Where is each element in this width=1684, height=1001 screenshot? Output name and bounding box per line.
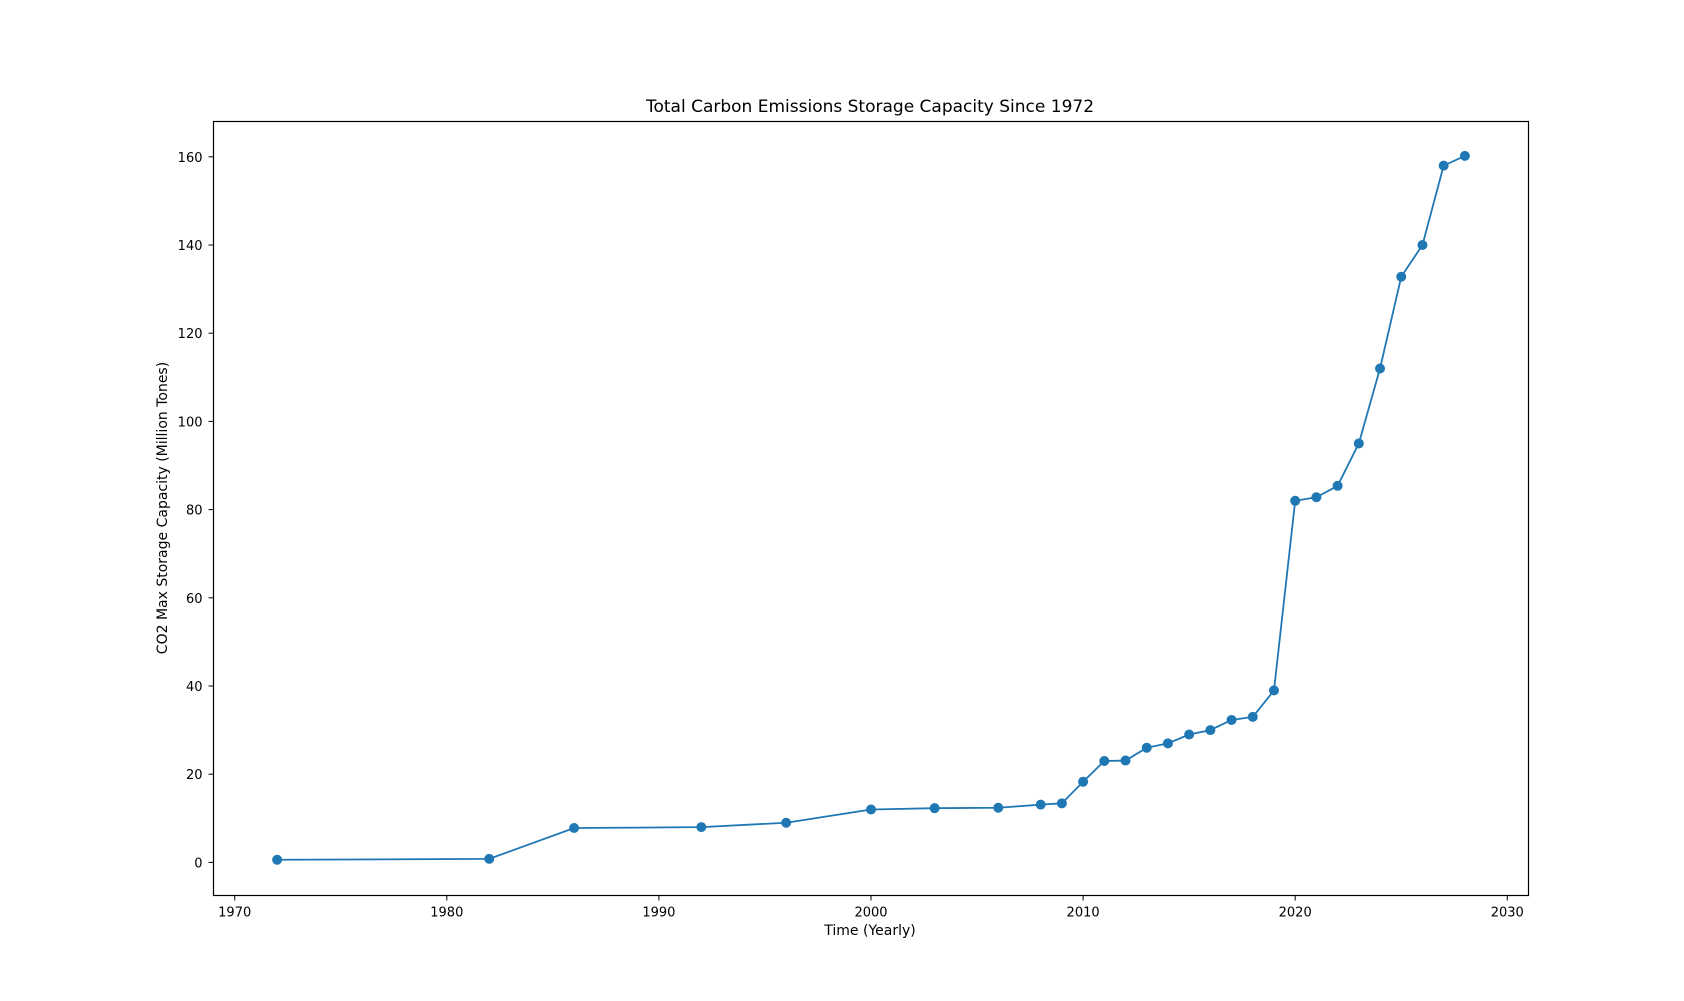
data-point: [1035, 799, 1046, 810]
y-tick-label: 120: [178, 327, 203, 342]
data-point: [569, 823, 580, 834]
x-tick-label: 2020: [1279, 906, 1312, 921]
data-point: [1332, 480, 1343, 491]
plot-area: [272, 150, 1470, 865]
data-point: [1268, 685, 1279, 696]
y-tick-label: 140: [178, 239, 203, 254]
y-tick-label: 60: [186, 592, 203, 607]
data-point: [484, 853, 495, 864]
y-tick-label: 160: [178, 151, 203, 166]
data-point: [1459, 150, 1470, 161]
y-tick-label: 20: [186, 768, 203, 783]
y-tick-label: 0: [194, 856, 202, 871]
data-point: [1184, 729, 1195, 740]
data-point: [1375, 363, 1386, 374]
chart-title: Total Carbon Emissions Storage Capacity …: [645, 97, 1094, 117]
data-point: [929, 803, 940, 814]
x-axis-label: Time (Yearly): [823, 923, 915, 939]
x-tick-label: 2010: [1067, 906, 1100, 921]
data-point: [1396, 271, 1407, 282]
data-point: [993, 802, 1004, 813]
data-point: [1438, 160, 1449, 171]
data-point: [1417, 239, 1428, 250]
data-point: [1141, 742, 1152, 753]
x-tick-label: 1980: [430, 906, 463, 921]
data-point: [1078, 776, 1089, 787]
data-point: [272, 854, 283, 865]
y-axis-ticks: 0 20 40 60 80 100 120 140 160: [178, 151, 214, 871]
x-tick-label: 1990: [642, 906, 675, 921]
data-point: [1226, 714, 1237, 725]
data-point: [781, 817, 792, 828]
x-axis-ticks: 1970 1980 1990 2000 2010 2020 2030: [218, 895, 1524, 921]
data-point: [1056, 798, 1067, 809]
data-point: [1162, 738, 1173, 749]
data-point: [1290, 495, 1301, 506]
plot-frame: [212, 120, 1530, 897]
x-tick-label: 1970: [218, 906, 251, 921]
data-point: [1120, 755, 1131, 766]
data-point: [1099, 755, 1110, 766]
data-point: [1311, 492, 1322, 503]
data-point: [1353, 438, 1364, 449]
data-point: [1205, 725, 1216, 736]
data-point: [1247, 711, 1258, 722]
x-tick-label: 2030: [1491, 906, 1524, 921]
y-tick-label: 40: [186, 680, 203, 695]
y-tick-label: 100: [178, 415, 203, 430]
data-point: [696, 822, 707, 833]
y-tick-label: 80: [186, 504, 203, 519]
y-axis-label: CO2 Max Storage Capacity (Million Tones): [155, 362, 171, 654]
data-point: [866, 804, 876, 815]
x-tick-label: 2000: [854, 906, 887, 921]
